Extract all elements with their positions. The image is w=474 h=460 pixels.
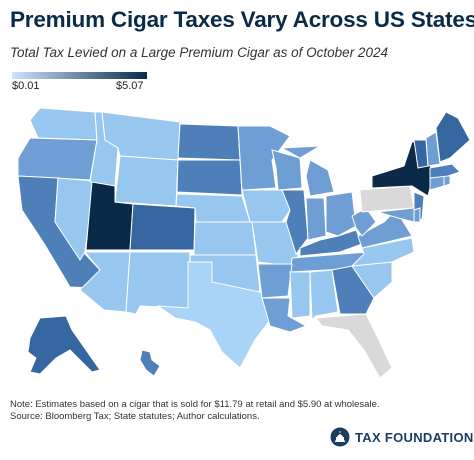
state-il: [281, 189, 309, 256]
state-ak: [27, 315, 101, 375]
us-states-map: [17, 107, 471, 379]
state-fl: [315, 313, 393, 379]
legend-max-label: $5.07: [116, 80, 144, 92]
state-in: [305, 197, 327, 241]
state-nh: [425, 131, 441, 167]
footnote: Note: Estimates based on a cigar that is…: [10, 399, 380, 423]
state-ms: [289, 271, 311, 319]
tax-foundation-logo: TAX FOUNDATION: [330, 427, 474, 447]
state-la: [261, 297, 308, 333]
state-ri: [443, 175, 451, 187]
state-mi: [280, 145, 335, 197]
state-hi: [139, 349, 161, 377]
state-sd: [176, 159, 243, 196]
logo-text: TAX FOUNDATION: [355, 429, 474, 445]
state-ma: [429, 163, 461, 179]
state-or: [17, 137, 98, 181]
capitol-dome-icon: [330, 427, 350, 447]
state-wy: [114, 155, 179, 207]
state-pa: [359, 185, 415, 213]
state-tx: [156, 261, 271, 369]
state-oh: [325, 191, 357, 237]
source-line: Source: Bloomberg Tax; State statutes; A…: [10, 411, 260, 422]
state-nc: [350, 237, 415, 267]
legend-min-label: $0.01: [12, 80, 40, 92]
state-co: [129, 203, 196, 251]
state-ar: [257, 263, 293, 299]
chart-subtitle: Total Tax Levied on a Large Premium Ciga…: [10, 45, 388, 60]
state-nd: [177, 123, 241, 161]
state-wi: [271, 149, 303, 191]
legend-gradient-bar: [12, 72, 147, 79]
state-me: [435, 111, 471, 163]
state-ks: [193, 221, 257, 256]
state-ga: [331, 265, 375, 315]
state-va: [357, 209, 413, 249]
state-nm: [125, 251, 191, 315]
state-de: [413, 207, 421, 223]
state-nv: [54, 177, 95, 261]
state-wa: [29, 107, 98, 141]
state-ia: [241, 189, 291, 223]
note-line: Note: Estimates based on a cigar that is…: [10, 399, 380, 410]
state-al: [309, 269, 339, 322]
chart-title: Premium Cigar Taxes Vary Across US State…: [10, 7, 474, 32]
